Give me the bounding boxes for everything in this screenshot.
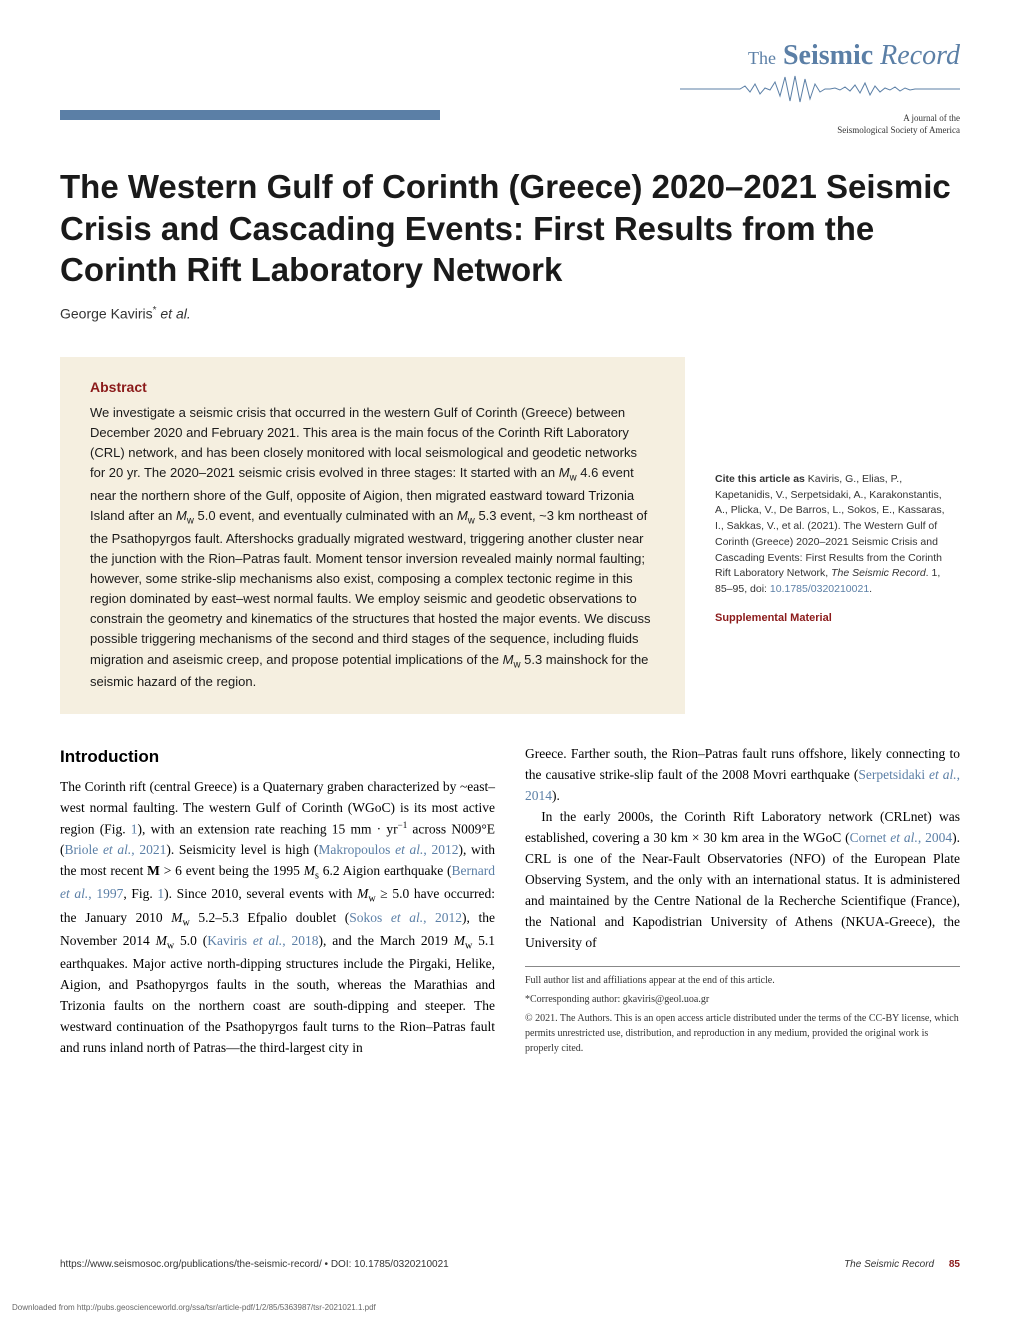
citation-text: Cite this article as Kaviris, G., Elias,… bbox=[715, 472, 945, 598]
footer-notes: Full author list and affiliations appear… bbox=[525, 973, 960, 1056]
citation-box: Cite this article as Kaviris, G., Elias,… bbox=[715, 357, 945, 715]
corresponding-note: *Corresponding author: gkaviris@geol.uoa… bbox=[525, 992, 960, 1007]
page-header: The Seismic Record A journal of the Seis… bbox=[60, 50, 960, 136]
journal-seismic: Seismic bbox=[783, 40, 873, 71]
doi-link[interactable]: 10.1785/0320210021 bbox=[770, 583, 869, 595]
abstract-text: We investigate a seismic crisis that occ… bbox=[90, 403, 655, 693]
abstract-heading: Abstract bbox=[90, 379, 655, 395]
abstract-box: Abstract We investigate a seismic crisis… bbox=[60, 357, 685, 715]
journal-subtitle: A journal of the Seismological Society o… bbox=[680, 113, 960, 136]
divider bbox=[525, 966, 960, 967]
abstract-container: Abstract We investigate a seismic crisis… bbox=[60, 357, 960, 715]
journal-logo: The Seismic Record A journal of the Seis… bbox=[680, 40, 960, 136]
column-left: Introduction The Corinth rift (central G… bbox=[60, 744, 495, 1059]
footer-right: The Seismic Record 85 bbox=[844, 1259, 960, 1270]
intro-para1: The Corinth rift (central Greece) is a Q… bbox=[60, 777, 495, 1059]
affiliations-note: Full author list and affiliations appear… bbox=[525, 973, 960, 988]
waveform-icon bbox=[680, 74, 960, 104]
journal-title: The Seismic Record bbox=[680, 40, 960, 72]
supplemental-link[interactable]: Supplemental Material bbox=[715, 610, 945, 627]
header-bar bbox=[60, 110, 440, 120]
journal-the: The bbox=[748, 48, 776, 68]
intro-para3: In the early 2000s, the Corinth Rift Lab… bbox=[525, 807, 960, 953]
journal-record: Record bbox=[880, 40, 960, 71]
license-note: © 2021. The Authors. This is an open acc… bbox=[525, 1011, 960, 1056]
page-footer: https://www.seismosoc.org/publications/t… bbox=[60, 1259, 960, 1270]
footer-left: https://www.seismosoc.org/publications/t… bbox=[60, 1259, 449, 1270]
download-note: Downloaded from http://pubs.geosciencewo… bbox=[12, 1303, 376, 1312]
authors: George Kaviris* et al. bbox=[60, 305, 960, 322]
column-right: Greece. Farther south, the Rion–Patras f… bbox=[525, 744, 960, 1059]
article-title: The Western Gulf of Corinth (Greece) 202… bbox=[60, 166, 960, 290]
intro-heading: Introduction bbox=[60, 744, 495, 770]
main-content: Introduction The Corinth rift (central G… bbox=[60, 744, 960, 1059]
intro-para2: Greece. Farther south, the Rion–Patras f… bbox=[525, 744, 960, 807]
